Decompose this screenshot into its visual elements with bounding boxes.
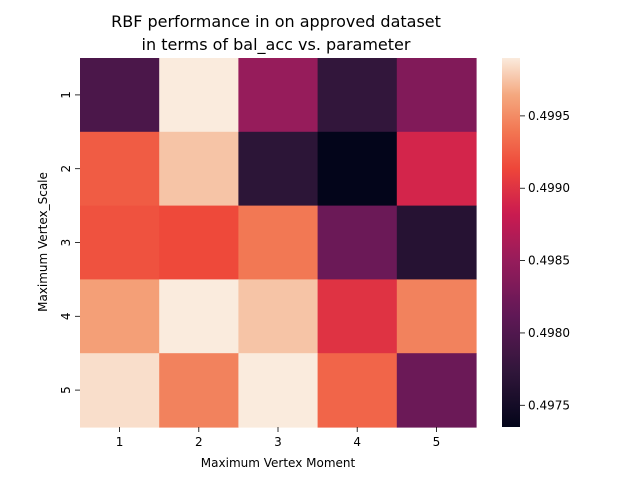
y-tick-label: 5 [59, 386, 73, 394]
x-tick-label: 4 [353, 435, 361, 449]
y-tick-label: 2 [59, 165, 73, 173]
heatmap-cell [317, 353, 398, 428]
colorbar-tick-label: 0.4990 [528, 181, 570, 195]
chart-title-line-2: in terms of bal_acc vs. parameter [142, 35, 411, 55]
heatmap-cell [80, 353, 160, 428]
heatmap-cell [238, 58, 319, 133]
x-axis-ticks: 1 2 3 4 5 [116, 427, 440, 449]
y-axis-label: Maximum Vertex_Scale [36, 172, 50, 312]
heatmap-cell [317, 58, 398, 133]
heatmap-cell [80, 131, 160, 207]
colorbar-tick-label: 0.4985 [528, 254, 570, 268]
x-tick-label: 3 [274, 435, 282, 449]
x-tick-label: 1 [116, 435, 124, 449]
heatmap-cell [238, 205, 319, 280]
heatmap-cell [80, 205, 160, 280]
heatmap-cell [396, 131, 477, 207]
colorbar-tick-label: 0.4975 [528, 398, 570, 412]
heatmap-cell [396, 205, 477, 280]
heatmap-cell [159, 353, 239, 428]
heatmap-cell [396, 353, 477, 428]
x-tick-label: 2 [195, 435, 203, 449]
heatmap-cell [80, 279, 160, 354]
x-tick-label: 5 [433, 435, 441, 449]
y-tick-label: 1 [59, 91, 73, 99]
colorbar: 0.4975 0.4980 0.4985 0.4990 0.4995 [502, 58, 570, 427]
colorbar-tick-label: 0.4995 [528, 109, 570, 123]
x-axis-label: Maximum Vertex Moment [201, 456, 356, 470]
heatmap-cell [238, 279, 319, 354]
chart-title-line-1: RBF performance in on approved dataset [111, 12, 441, 31]
y-axis-ticks: 1 2 3 4 5 [59, 91, 80, 394]
heatmap-cells [80, 58, 477, 428]
colorbar-gradient [502, 58, 520, 427]
y-tick-label: 3 [59, 239, 73, 247]
heatmap-cell [80, 58, 160, 133]
heatmap-cell [396, 279, 477, 354]
heatmap-cell [396, 58, 477, 133]
heatmap-cell [317, 205, 398, 280]
heatmap-cell [317, 131, 398, 207]
heatmap-cell [159, 131, 239, 207]
y-tick-label: 4 [59, 312, 73, 320]
heatmap-cell [159, 58, 239, 133]
heatmap-cell [238, 131, 319, 207]
heatmap-cell [317, 279, 398, 354]
heatmap-cell [159, 205, 239, 280]
heatmap-cell [238, 353, 319, 428]
heatmap-cell [159, 279, 239, 354]
colorbar-tick-label: 0.4980 [528, 326, 570, 340]
